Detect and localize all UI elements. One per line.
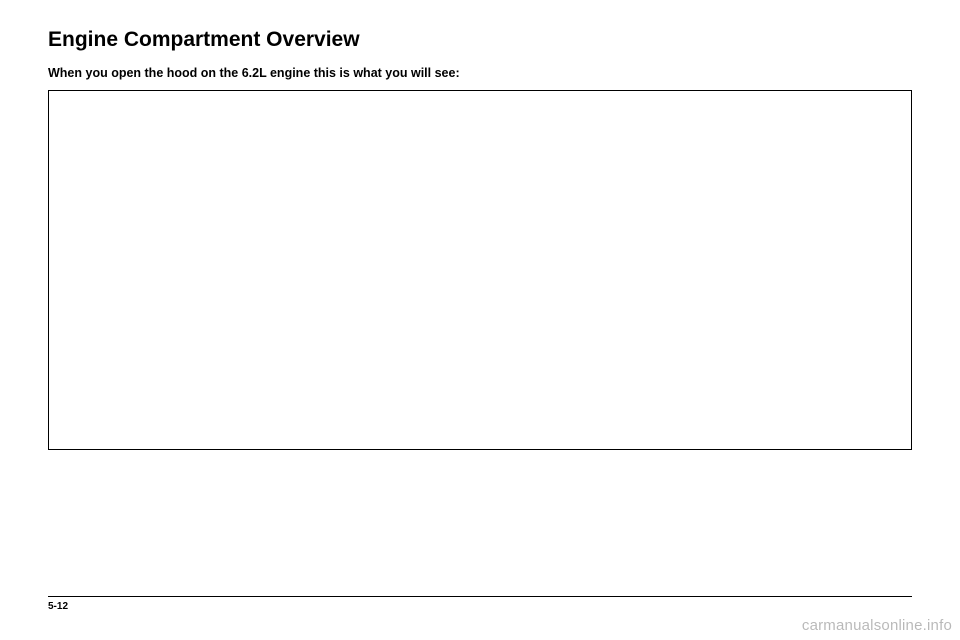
watermark-text: carmanualsonline.info: [802, 617, 952, 634]
footer-divider: [48, 596, 912, 597]
intro-paragraph: When you open the hood on the 6.2L engin…: [48, 66, 912, 80]
page-footer: 5-12: [48, 596, 912, 612]
engine-diagram-placeholder: [48, 90, 912, 450]
manual-page: Engine Compartment Overview When you ope…: [0, 0, 960, 640]
section-heading: Engine Compartment Overview: [48, 28, 912, 52]
page-number: 5-12: [48, 601, 912, 612]
